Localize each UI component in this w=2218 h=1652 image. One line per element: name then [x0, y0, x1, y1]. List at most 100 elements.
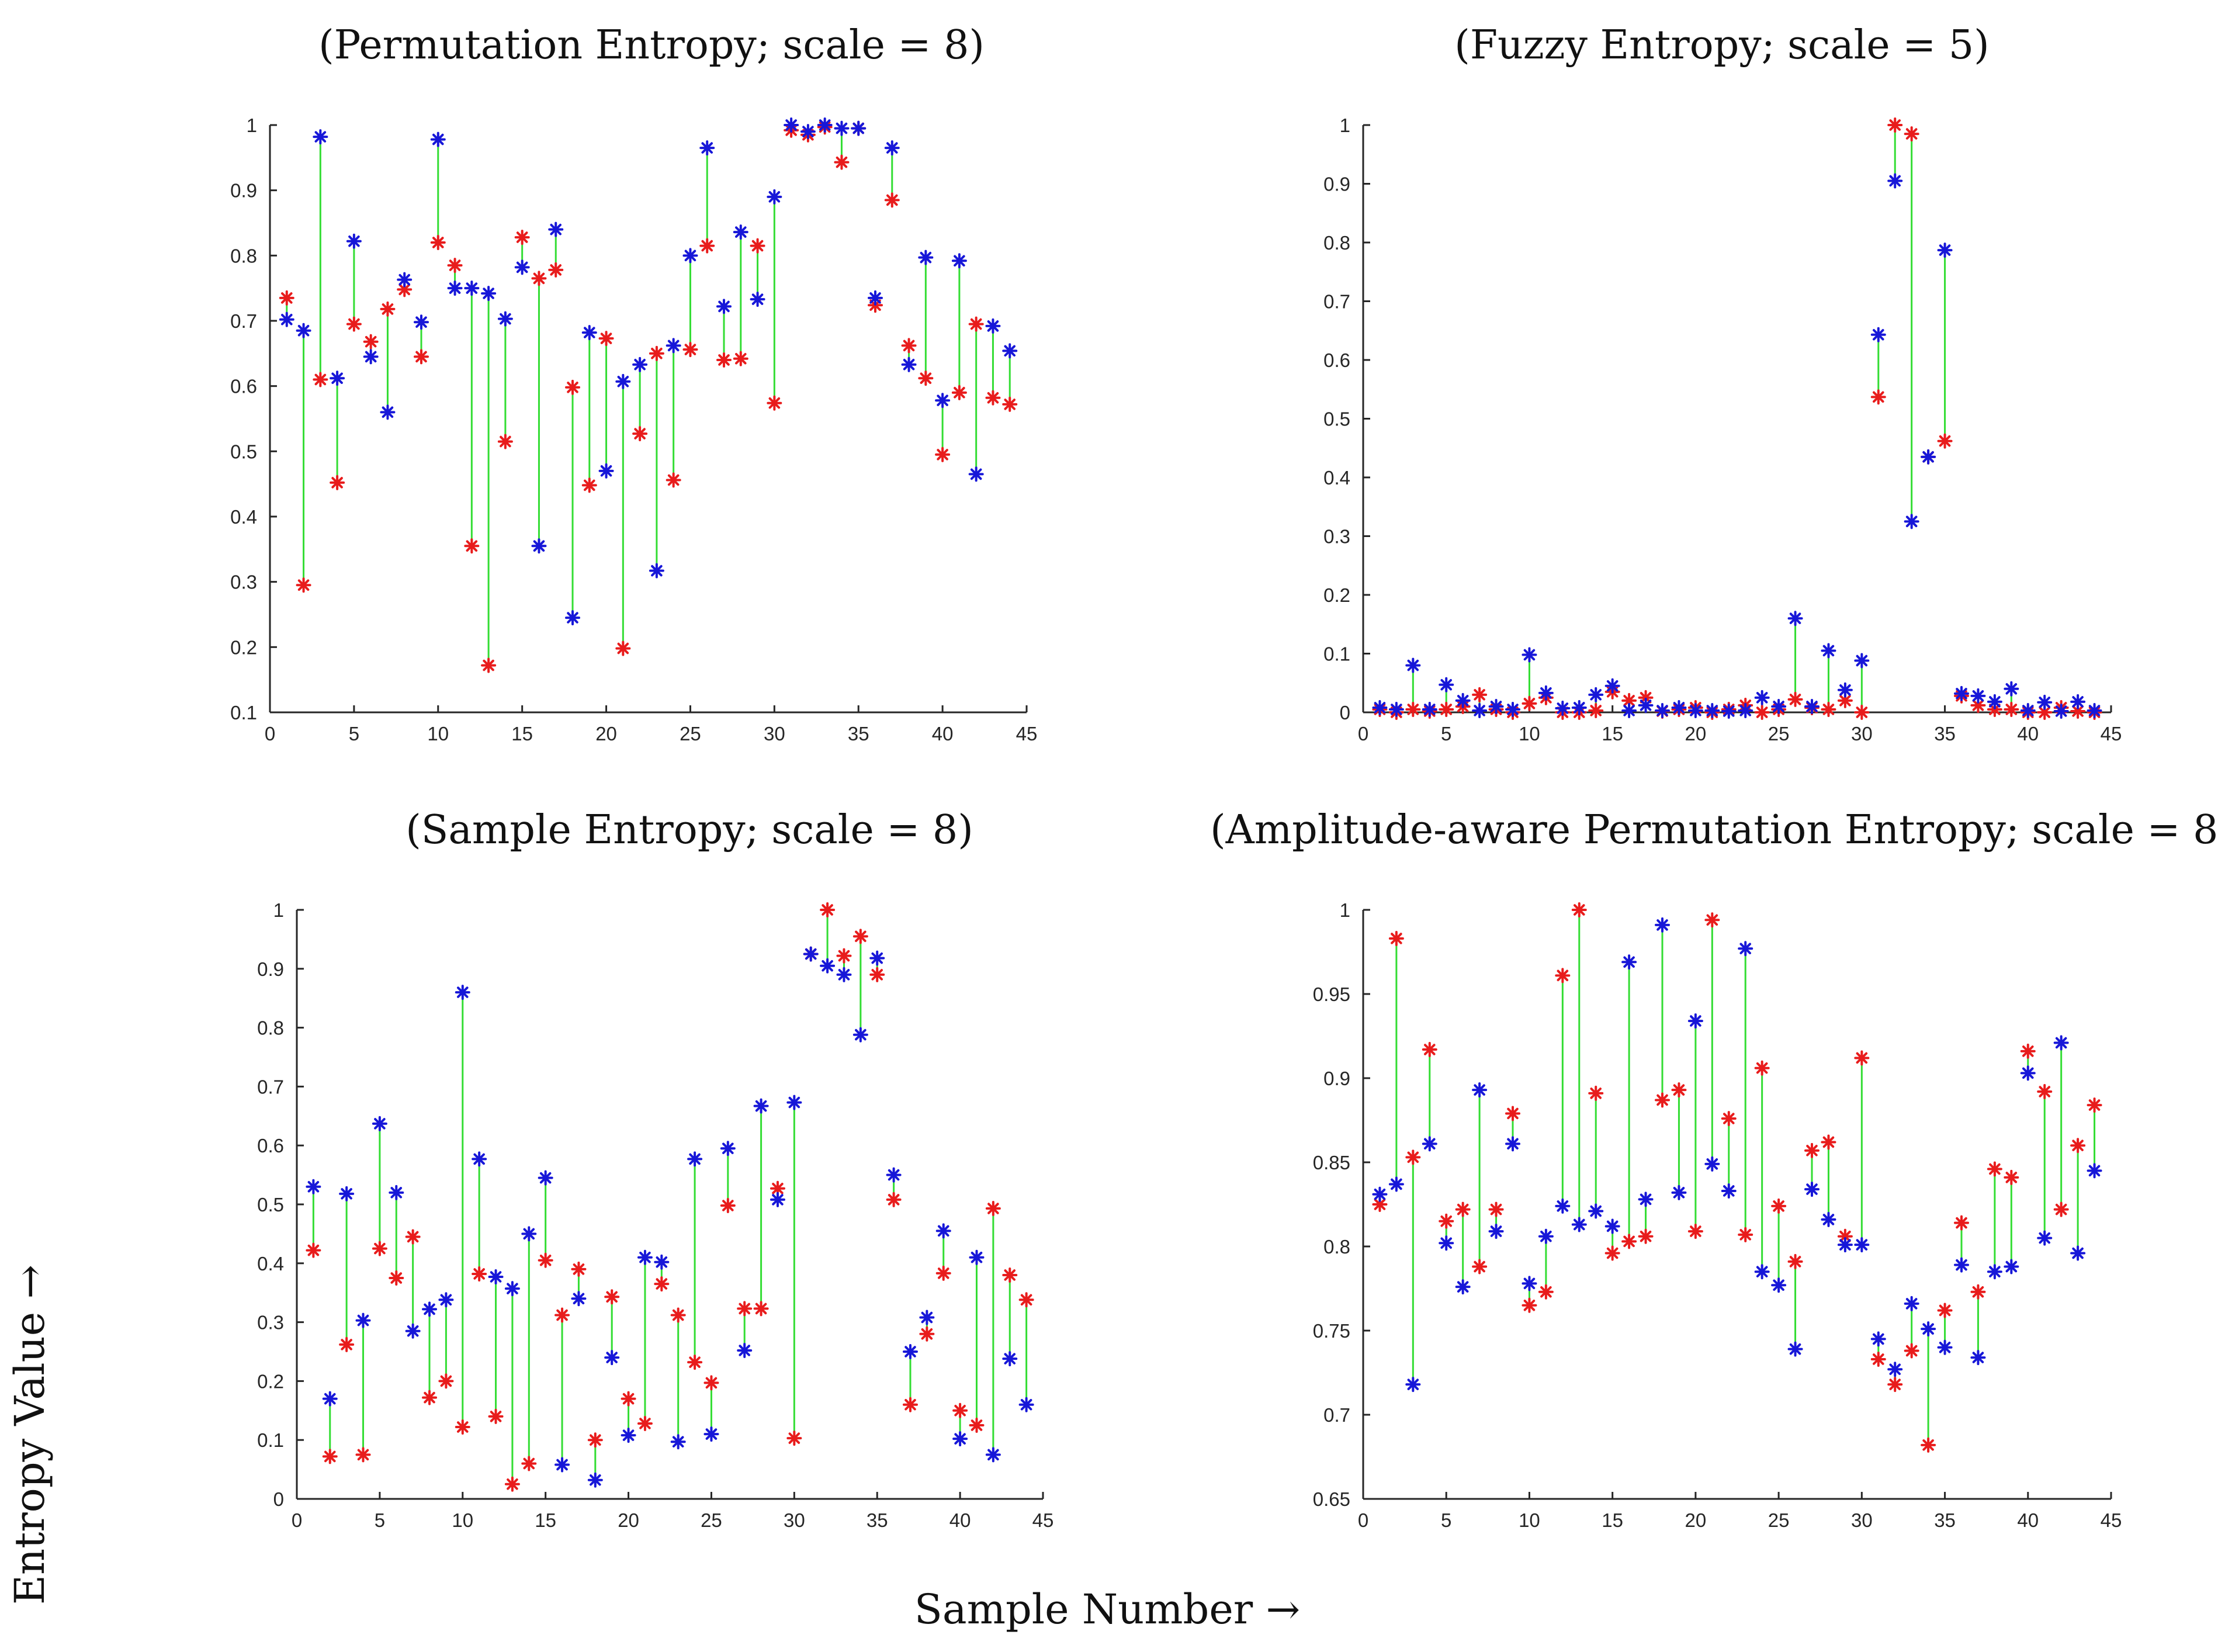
data-point-blue	[1771, 698, 1787, 714]
data-point-blue	[1472, 1082, 1488, 1098]
data-point-blue	[1704, 1156, 1720, 1172]
data-point-red	[1854, 705, 1870, 720]
data-point-blue	[355, 1312, 371, 1328]
data-point-red	[414, 349, 429, 365]
data-point-blue	[886, 1167, 902, 1183]
data-point-blue	[1954, 1257, 1969, 1273]
data-point-blue	[737, 1342, 753, 1358]
data-point-blue	[654, 1254, 670, 1270]
data-point-blue	[1505, 1136, 1520, 1152]
x-tick-label: 0	[1358, 723, 1368, 744]
data-point-red	[1921, 1437, 1936, 1453]
data-point-blue	[514, 259, 530, 275]
data-point-blue	[1704, 702, 1720, 718]
data-point-blue	[1687, 1013, 1703, 1029]
data-point-red	[1904, 1343, 1919, 1359]
data-point-blue	[820, 958, 836, 974]
data-point-red	[1687, 1224, 1703, 1239]
data-point-blue	[918, 250, 934, 265]
data-point-red	[632, 426, 648, 442]
y-tick-label: 0.9	[1323, 1068, 1350, 1089]
data-point-blue	[313, 129, 328, 145]
data-point-blue	[504, 1281, 520, 1297]
y-tick-label: 0.7	[1323, 1404, 1350, 1426]
data-point-red	[919, 1326, 935, 1342]
data-point-blue	[422, 1301, 438, 1317]
data-point-blue	[2020, 1065, 2036, 1081]
data-point-red	[703, 1375, 719, 1391]
chart-title: (Permutation Entropy; scale = 8)	[318, 22, 985, 68]
data-point-red	[1588, 702, 1604, 718]
y-tick-label: 0.85	[1313, 1152, 1350, 1173]
data-point-red	[687, 1355, 703, 1370]
data-point-red	[1821, 1134, 1836, 1150]
data-point-red	[1804, 1142, 1820, 1158]
data-point-red	[985, 1201, 1001, 1217]
data-point-red	[670, 1307, 686, 1323]
data-point-red	[682, 342, 698, 358]
data-point-blue	[1522, 647, 1537, 663]
y-tick-label: 0.75	[1313, 1320, 1350, 1342]
x-tick-label: 35	[867, 1509, 888, 1531]
data-point-blue	[2070, 694, 2086, 709]
x-tick-label: 35	[848, 723, 869, 744]
y-tick-label: 0.9	[257, 958, 284, 980]
data-point-red	[869, 967, 885, 982]
data-point-red	[571, 1261, 587, 1277]
data-point-red	[951, 385, 967, 400]
data-point-blue	[836, 967, 852, 982]
data-point-blue	[538, 1170, 553, 1186]
data-point-blue	[637, 1249, 653, 1265]
data-point-red	[901, 338, 917, 354]
data-point-blue	[1821, 643, 1836, 659]
data-point-red	[902, 1397, 918, 1412]
y-tick-label: 0	[273, 1488, 284, 1510]
data-point-blue	[869, 950, 885, 966]
data-point-blue	[330, 370, 345, 386]
data-point-blue	[770, 1192, 785, 1207]
y-tick-label: 0.6	[257, 1135, 284, 1156]
data-point-blue	[2004, 681, 2019, 697]
data-point-red	[1588, 1085, 1604, 1101]
data-point-red	[1638, 690, 1654, 705]
data-point-red	[654, 1276, 670, 1292]
data-point-red	[372, 1241, 387, 1256]
data-point-blue	[1970, 688, 1986, 704]
data-point-blue	[438, 1292, 454, 1308]
data-point-blue	[786, 1095, 802, 1110]
data-point-red	[488, 1408, 504, 1424]
data-point-blue	[851, 120, 867, 136]
data-point-red	[1522, 695, 1537, 711]
data-point-blue	[1738, 941, 1753, 957]
data-point-blue	[952, 1431, 968, 1447]
data-point-blue	[414, 314, 429, 330]
data-point-red	[598, 331, 614, 347]
y-tick-label: 0.5	[230, 441, 257, 462]
data-point-blue	[682, 248, 698, 264]
data-point-red	[1937, 433, 1953, 449]
data-point-red	[481, 657, 497, 673]
x-tick-label: 0	[292, 1509, 302, 1531]
data-point-blue	[985, 1447, 1001, 1463]
data-point-blue	[1388, 1176, 1404, 1192]
data-point-red	[472, 1266, 487, 1282]
data-point-blue	[405, 1323, 421, 1339]
data-point-blue	[632, 356, 648, 372]
data-point-blue	[1571, 699, 1587, 715]
data-point-blue	[1970, 1350, 1986, 1366]
data-point-red	[422, 1390, 438, 1405]
chart-panel-3: (Sample Entropy; scale = 8)0 5 10 15 20 25 30 3…	[257, 807, 1053, 1531]
data-point-blue	[868, 290, 883, 306]
data-point-blue	[1904, 514, 1919, 529]
data-point-blue	[733, 224, 748, 240]
data-point-red	[322, 1449, 338, 1464]
data-point-red	[935, 1265, 951, 1281]
data-point-red	[886, 1192, 902, 1207]
data-point-blue	[2087, 702, 2102, 718]
data-point-blue	[1002, 1351, 1018, 1367]
y-tick-label: 0.5	[1323, 408, 1350, 430]
data-point-red	[355, 1447, 371, 1463]
data-point-red	[1970, 1284, 1986, 1300]
data-point-blue	[1555, 700, 1571, 716]
data-point-red	[2004, 1169, 2019, 1185]
